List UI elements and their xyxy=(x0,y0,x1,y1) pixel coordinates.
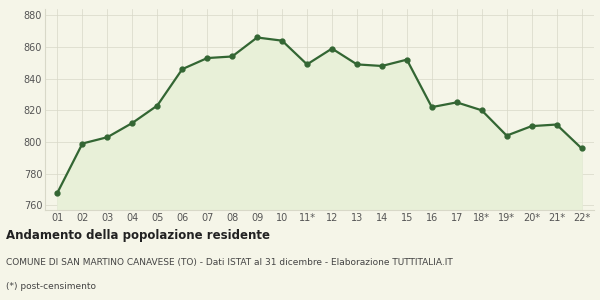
Text: (*) post-censimento: (*) post-censimento xyxy=(6,282,96,291)
Text: Andamento della popolazione residente: Andamento della popolazione residente xyxy=(6,229,270,242)
Text: COMUNE DI SAN MARTINO CANAVESE (TO) - Dati ISTAT al 31 dicembre - Elaborazione T: COMUNE DI SAN MARTINO CANAVESE (TO) - Da… xyxy=(6,259,453,268)
